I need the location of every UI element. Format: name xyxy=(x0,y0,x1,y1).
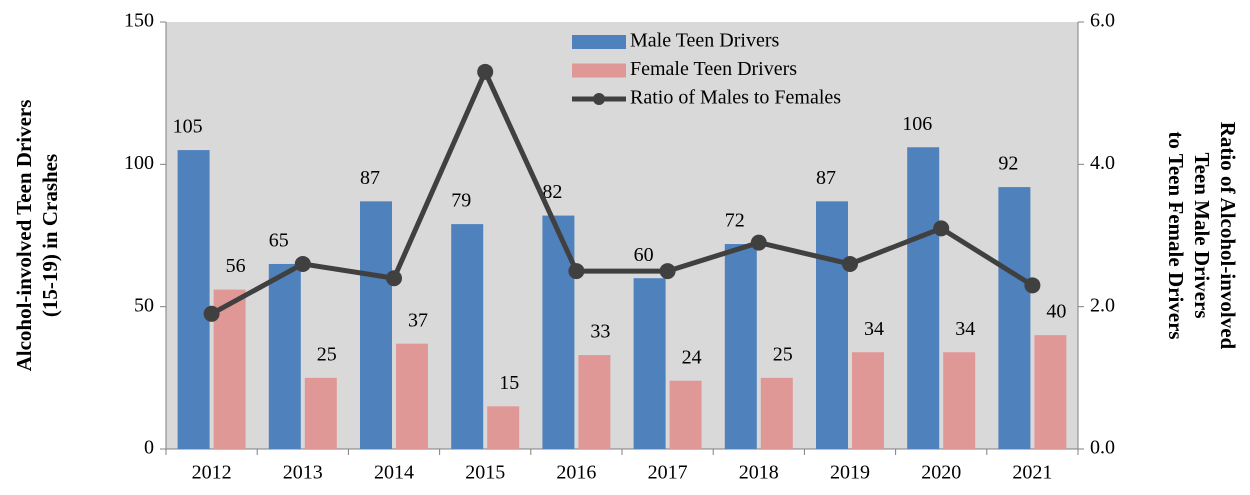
bar xyxy=(1034,335,1067,449)
data-label: 25 xyxy=(773,343,793,365)
data-label: 34 xyxy=(955,318,975,340)
data-label: 24 xyxy=(682,346,702,368)
x-tick-label: 2016 xyxy=(556,462,596,484)
y2-tick-label: 4.0 xyxy=(1090,152,1115,174)
y-tick-label: 100 xyxy=(124,152,154,174)
data-label: 15 xyxy=(499,372,519,394)
y2-tick-label: 2.0 xyxy=(1090,294,1115,316)
y2-axis-label: to Teen Female Drivers xyxy=(1164,131,1188,339)
legend-label: Female Teen Drivers xyxy=(630,58,797,80)
x-tick-label: 2015 xyxy=(465,462,505,484)
bar xyxy=(998,187,1031,449)
legend-swatch xyxy=(572,35,626,49)
data-label: 82 xyxy=(542,181,562,203)
data-label: 56 xyxy=(226,255,246,277)
bar xyxy=(760,377,793,449)
legend-label: Ratio of Males to Females xyxy=(630,87,841,109)
x-tick-label: 2013 xyxy=(283,462,323,484)
bar xyxy=(816,201,848,449)
line-point xyxy=(477,63,494,80)
bar xyxy=(669,380,702,449)
line-point xyxy=(568,263,585,280)
legend-swatch xyxy=(572,63,626,78)
x-tick-label: 2020 xyxy=(921,462,961,484)
data-label: 65 xyxy=(269,230,289,252)
bar xyxy=(907,147,940,449)
bar xyxy=(852,352,884,449)
y-tick-label: 150 xyxy=(124,10,154,32)
x-tick-label: 2021 xyxy=(1012,462,1052,484)
legend-swatch xyxy=(593,93,605,105)
legend-label: Male Teen Drivers xyxy=(630,30,780,52)
data-label: 79 xyxy=(451,190,471,212)
x-tick-label: 2018 xyxy=(739,462,779,484)
line-point xyxy=(842,255,858,272)
data-label: 87 xyxy=(360,167,380,189)
y-axis-label: (15-19) in Crashes xyxy=(38,154,62,317)
data-label: 34 xyxy=(864,318,884,340)
y2-axis-label: Teen Male Drivers xyxy=(1190,152,1214,318)
bar xyxy=(724,244,757,449)
bar xyxy=(304,377,337,449)
x-tick-label: 2017 xyxy=(648,462,688,484)
data-label: 60 xyxy=(634,244,654,266)
bar xyxy=(578,355,611,449)
bar xyxy=(487,406,520,449)
line-point xyxy=(386,270,402,287)
bar xyxy=(396,343,428,449)
data-label: 87 xyxy=(816,167,836,189)
data-label: 106 xyxy=(902,113,932,135)
line-point xyxy=(294,255,311,272)
data-label: 37 xyxy=(408,309,428,331)
y-axis-label: Alcohol-involved Teen Drivers xyxy=(12,100,36,372)
line-point xyxy=(659,263,676,280)
data-label: 92 xyxy=(998,153,1018,175)
bar xyxy=(177,150,210,449)
data-label: 33 xyxy=(590,321,610,343)
line-point xyxy=(750,234,767,251)
y2-tick-label: 6.0 xyxy=(1090,10,1115,32)
line xyxy=(210,65,1034,316)
bar xyxy=(268,263,301,449)
data-label: 105 xyxy=(173,116,203,138)
line-point xyxy=(933,220,950,237)
bar xyxy=(451,224,484,449)
line-point xyxy=(1024,277,1041,294)
y2-tick-label: 0.0 xyxy=(1090,437,1115,459)
bar xyxy=(943,352,976,449)
data-label: 40 xyxy=(1046,301,1066,323)
bar xyxy=(360,201,392,449)
y-tick-label: 50 xyxy=(134,294,154,316)
bar xyxy=(633,278,666,449)
x-tick-label: 2014 xyxy=(374,462,414,484)
x-tick-label: 2019 xyxy=(830,462,870,484)
x-tick-label: 2012 xyxy=(192,462,232,484)
y2-axis-label: Ratio of Alcohol-involved xyxy=(1216,122,1240,350)
data-label: 25 xyxy=(317,343,337,365)
y-tick-label: 0 xyxy=(144,437,154,459)
data-label: 72 xyxy=(725,210,745,232)
line-point xyxy=(203,305,220,322)
